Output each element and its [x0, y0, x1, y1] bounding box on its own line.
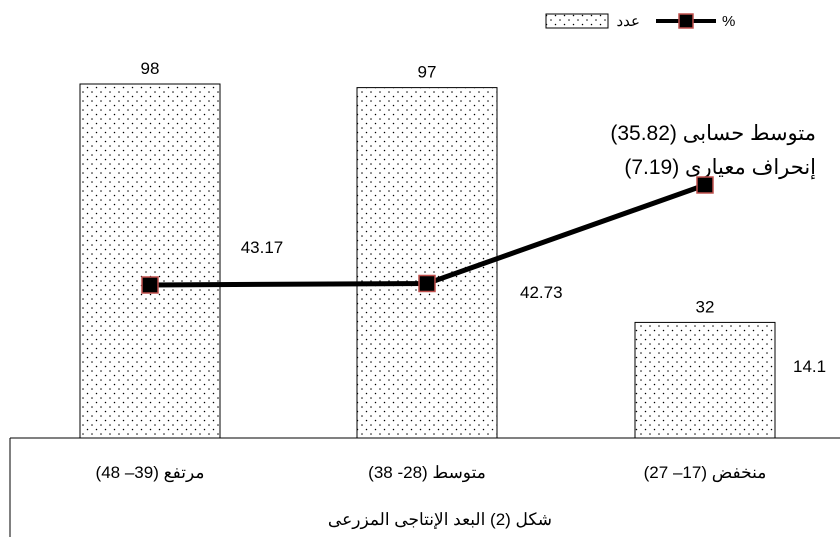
percent-marker: [141, 276, 159, 294]
stats-annotation: متوسط حسابى (35.82) إنحراف معيارى (7.19): [610, 122, 816, 180]
legend-bar-swatch: [545, 13, 609, 29]
percent-value-label: 42.73: [520, 283, 563, 302]
legend-line-marker: [678, 13, 694, 29]
percent-value-label: 43.17: [241, 238, 284, 257]
legend: عدد %: [545, 13, 735, 30]
category-label: مرتفع (39– 48): [96, 463, 205, 483]
bar-3: [634, 321, 776, 439]
percent-marker: [418, 274, 436, 293]
legend-bar-label: عدد: [616, 13, 640, 30]
percent-marker: [696, 176, 714, 194]
category-axis-box: [9, 437, 840, 537]
bar-1: [79, 83, 221, 439]
category-label: متوسط (28- 38): [368, 463, 486, 483]
sd-annotation: إنحراف معيارى (7.19): [624, 156, 816, 180]
legend-line-label: %: [722, 13, 735, 30]
bar-value-label: 32: [696, 297, 715, 316]
bar-value-label: 97: [418, 63, 437, 82]
x-axis-title: شكل (2) البعد الإنتاجى المزرعى: [328, 510, 552, 530]
percent-value-label: 14.1: [793, 357, 826, 376]
bar-value-label: 98: [141, 59, 160, 78]
mean-annotation: متوسط حسابى (35.82): [610, 122, 816, 146]
category-label: منخفض (17– 27): [644, 463, 767, 483]
bar-2: [356, 87, 498, 439]
